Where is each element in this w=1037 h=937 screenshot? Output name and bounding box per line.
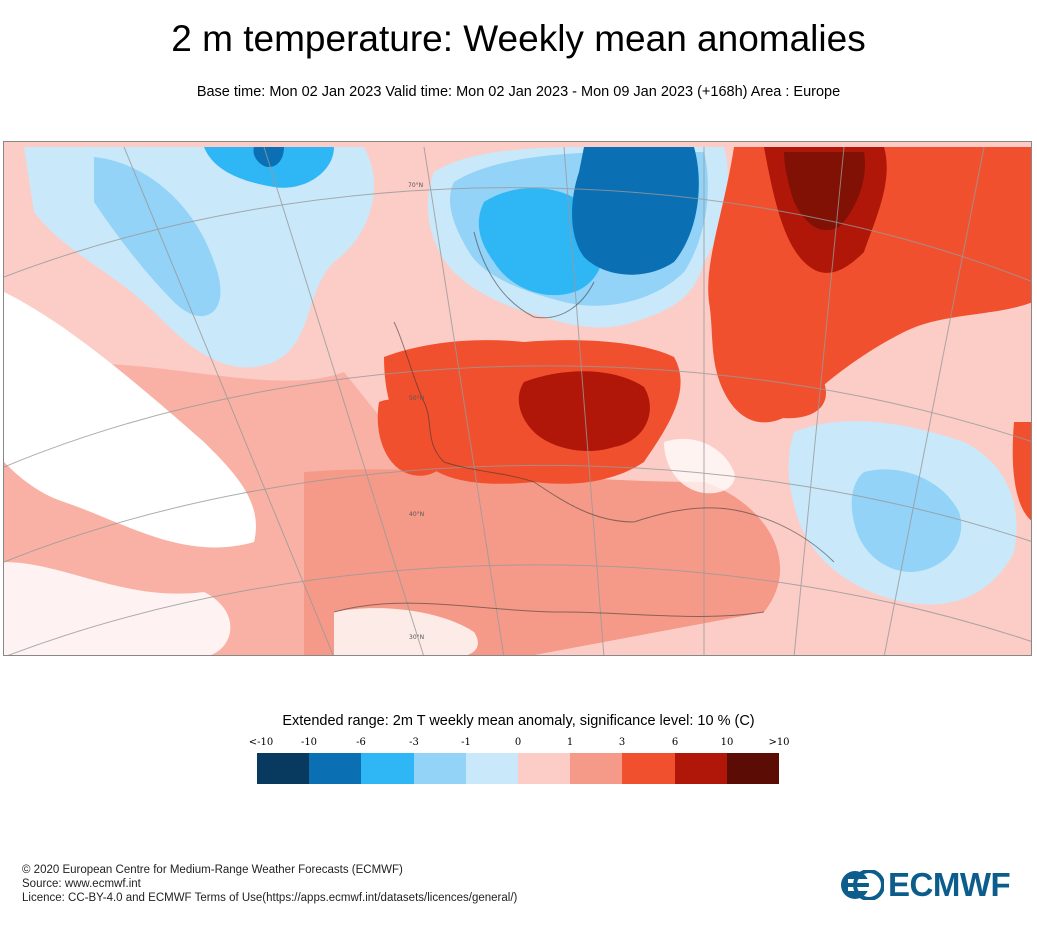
legend-tick: -3 xyxy=(409,737,419,748)
lat-label-40: 40°N xyxy=(409,511,424,518)
ecmwf-logo-icon xyxy=(841,870,884,900)
legend-tick: 0 xyxy=(514,737,522,748)
source-text: Source: www.ecmwf.int xyxy=(22,878,141,890)
colorbar-swatch xyxy=(309,753,362,784)
region-turkey-neutral xyxy=(664,438,735,494)
colorbar-swatch xyxy=(257,753,310,784)
colorbar-swatch xyxy=(465,753,519,784)
footer: © 2020 European Centre for Medium-Range … xyxy=(22,863,517,905)
legend-tick: 6 xyxy=(671,737,679,748)
ecmwf-logo: ECMWF xyxy=(840,866,1011,904)
colorbar-swatch xyxy=(361,753,414,784)
legend-tick: -1 xyxy=(461,737,471,748)
colorbar-swatch xyxy=(413,753,466,784)
colorbar xyxy=(257,753,780,784)
coastlines xyxy=(333,231,835,617)
region-ukraine xyxy=(724,339,826,419)
legend-tick: <-10 xyxy=(248,737,274,748)
legend-tick: 1 xyxy=(566,737,574,748)
copyright-text: © 2020 European Centre for Medium-Range … xyxy=(22,864,403,876)
ecmwf-logo-text: ECMWF xyxy=(888,866,1011,903)
colorbar-swatch xyxy=(518,753,571,784)
lat-label-70: 70°N xyxy=(408,182,423,189)
region-north-western-russia xyxy=(572,147,699,275)
lat-label-50: 50°N xyxy=(409,395,424,402)
legend-tick: >10 xyxy=(768,737,790,748)
legend-ticks: <-10 -10 -6 -3 -1 0 1 3 6 10 >10 xyxy=(249,737,790,751)
region-greenland-coast xyxy=(204,147,334,188)
colorbar-swatch xyxy=(674,753,727,784)
region-neutral-atlantic xyxy=(4,292,256,548)
lat-label-30: 30°N xyxy=(409,634,424,641)
licence-text: Licence: CC-BY-4.0 and ECMWF Terms of Us… xyxy=(22,892,518,904)
anomaly-map: 70°N 50°N 40°N 30°N xyxy=(3,141,1032,656)
colorbar-swatch xyxy=(726,753,780,784)
region-kazakhstan-core xyxy=(851,469,962,572)
legend-tick: 3 xyxy=(618,737,626,748)
legend-title: Extended range: 2m T weekly mean anomaly… xyxy=(282,713,755,729)
region-russia-core xyxy=(784,152,865,231)
region-mediterranean xyxy=(304,469,781,655)
chart-title: 2 m temperature: Weekly mean anomalies xyxy=(171,18,866,59)
colorbar-swatch xyxy=(622,753,675,784)
legend-tick: 10 xyxy=(720,737,734,748)
region-neutral-west xyxy=(4,562,231,655)
region-caspian-east xyxy=(1012,422,1031,521)
region-greenland-sea xyxy=(94,157,221,317)
region-greenland-tip xyxy=(253,147,284,168)
legend-tick: -6 xyxy=(356,737,366,748)
chart-subtitle: Base time: Mon 02 Jan 2023 Valid time: M… xyxy=(196,84,841,100)
region-sahara-neutral xyxy=(334,608,478,655)
colorbar-swatch xyxy=(570,753,623,784)
graticule xyxy=(4,146,1031,655)
legend-tick: -10 xyxy=(300,737,318,748)
